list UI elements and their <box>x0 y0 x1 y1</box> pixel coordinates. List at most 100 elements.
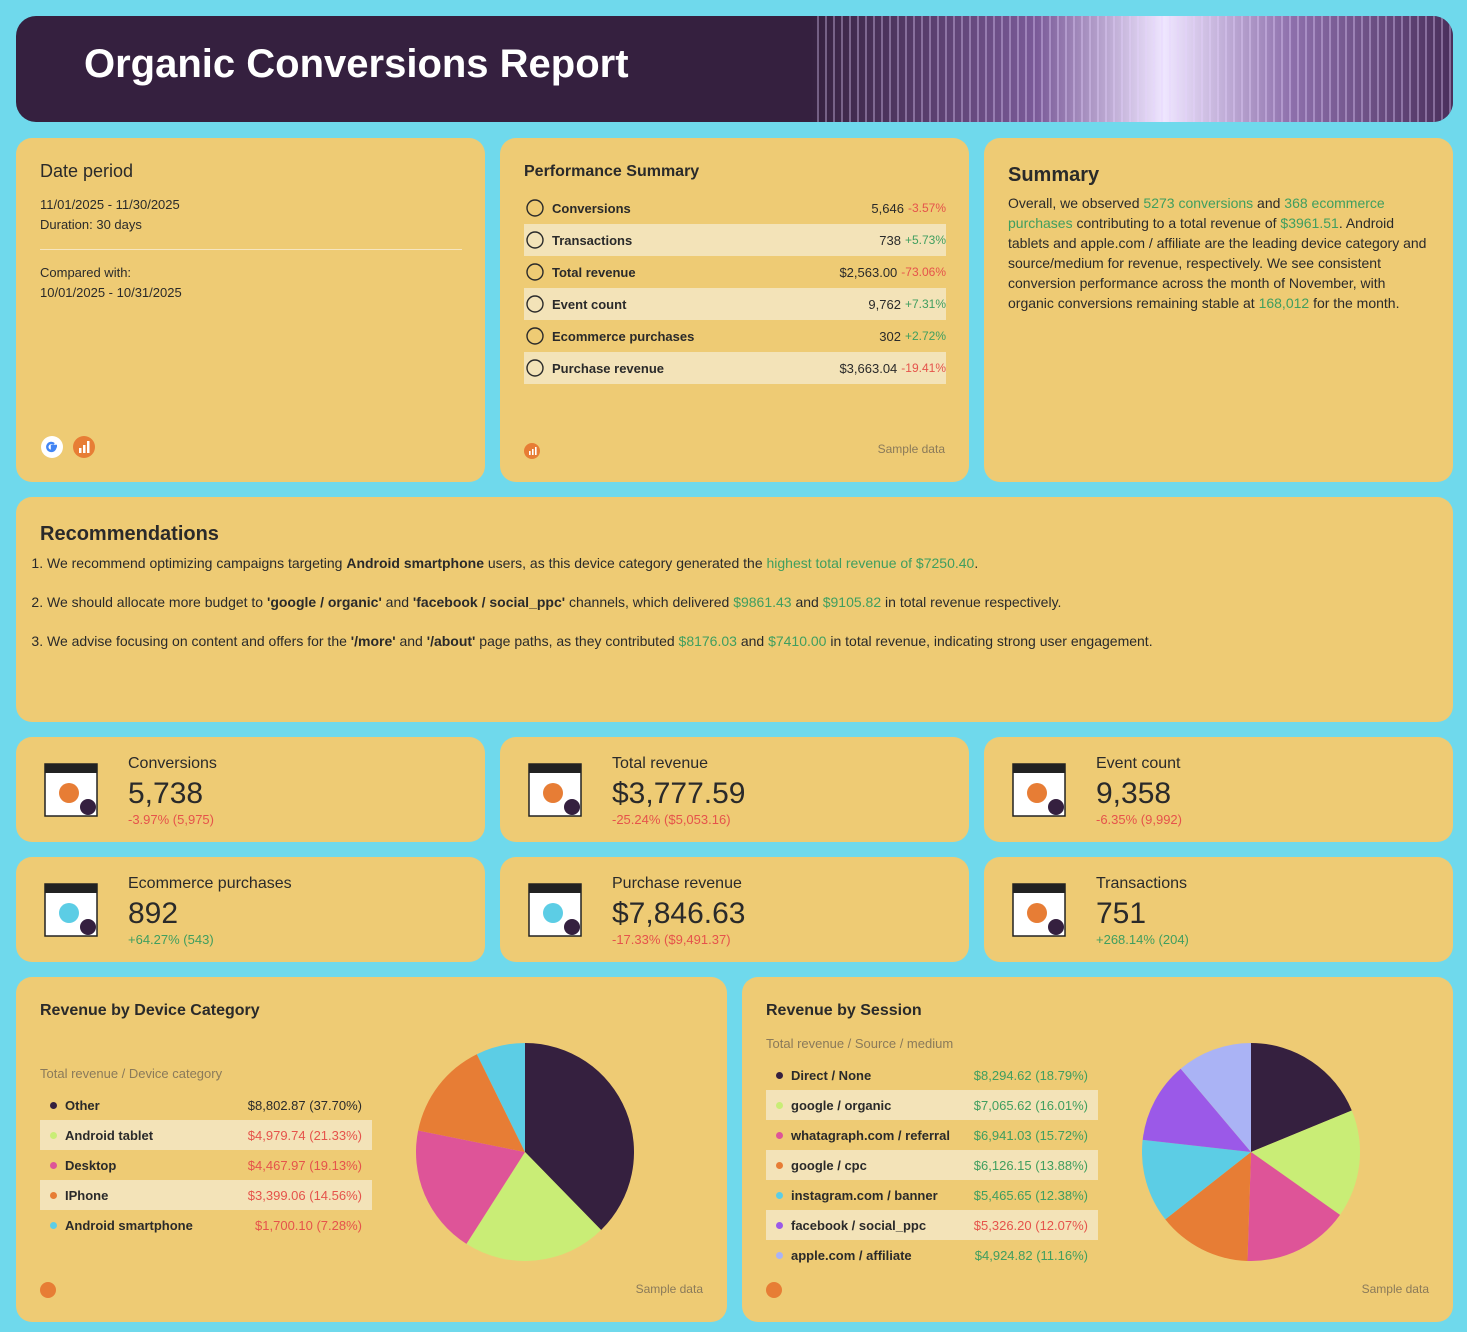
report-title: Organic Conversions Report <box>84 42 629 86</box>
chart-title: Revenue by Device Category <box>40 1002 260 1019</box>
recommendations-card: Recommendations We recommend optimizing … <box>16 497 1453 722</box>
text-segment: highest total revenue of $7250.40 <box>766 555 975 571</box>
compared-range: 10/01/2025 - 10/31/2025 <box>40 285 182 300</box>
kpi-value: 751 <box>1096 897 1147 930</box>
kpi-card: Conversions 5,738 -3.97% (5,975) <box>16 737 485 842</box>
kpi-label: Event count <box>1096 755 1181 772</box>
kpi-card: Event count 9,358 -6.35% (9,992) <box>984 737 1453 842</box>
chart-subtitle: Total revenue / Source / medium <box>766 1036 954 1051</box>
kpi-card: Purchase revenue $7,846.63 -17.33% ($9,491… <box>500 857 969 962</box>
text-segment: We advise focusing on content and offers… <box>47 633 351 649</box>
kpi-change: -3.97% (5,975) <box>128 812 214 827</box>
icon-accent <box>1027 903 1047 923</box>
icon-accent <box>1027 783 1047 803</box>
card-title: Summary <box>1008 164 1100 186</box>
metric-label: Event count <box>552 296 627 312</box>
legend-row: instagram.com / banner $5,465.65 (12.38%) <box>766 1180 1098 1210</box>
legend-label: Android tablet <box>65 1127 154 1143</box>
metric-change: +7.31% <box>904 297 946 311</box>
legend-dot <box>50 1101 57 1109</box>
kpi-value: 9,358 <box>1096 777 1172 810</box>
summary-row: Total revenue $2,563.00 -73.06% <box>524 256 946 288</box>
icon-shape <box>40 1282 56 1298</box>
value-label: $6,126.15 (13.88%) <box>973 1157 1088 1173</box>
text-segment: and <box>1253 195 1285 211</box>
metric-label: Ecommerce purchases <box>552 328 695 344</box>
legend-label: instagram.com / banner <box>791 1187 938 1203</box>
text-segment: We should allocate more budget to <box>47 594 267 610</box>
analytics-icon <box>40 1282 56 1298</box>
value-label: $4,979.74 (21.33%) <box>247 1127 362 1143</box>
metric-change: -19.41% <box>901 361 946 375</box>
value-label: $3,399.06 (14.56%) <box>247 1187 362 1203</box>
legend-label: Other <box>65 1097 100 1113</box>
recommendation: We recommend optimizing campaigns target… <box>47 554 1427 572</box>
text-segment: 'facebook / social_ppc' <box>412 594 566 610</box>
footer-note: Sample data <box>635 1282 703 1296</box>
legend-dot <box>776 1251 783 1259</box>
legend-dot <box>776 1191 783 1199</box>
text-segment: $3961.51 <box>1280 215 1339 231</box>
icon-accent <box>543 903 563 923</box>
metric-label: Transactions <box>552 232 633 248</box>
legend-label: Direct / None <box>791 1067 872 1083</box>
legend-label: google / organic <box>791 1097 892 1113</box>
value-label: $5,326.20 (12.07%) <box>973 1217 1088 1233</box>
icon-badge <box>1048 799 1064 815</box>
header-decoration <box>811 16 1453 122</box>
metric-change: -73.06% <box>901 265 946 279</box>
kpi-card: Ecommerce purchases 892 +64.27% (543) <box>16 857 485 962</box>
text-segment: and <box>395 633 427 649</box>
pie-slice <box>1142 1139 1251 1220</box>
metric-value: 302 <box>879 328 901 344</box>
text-segment: channels, which delivered <box>565 594 734 610</box>
card-title: Performance Summary <box>524 163 700 180</box>
icon-badge <box>564 799 580 815</box>
text-segment: 368 ecommerce purchases <box>1008 195 1385 231</box>
metric-value: 9,762 <box>868 296 901 312</box>
icon-badge <box>564 919 580 935</box>
legend-dot <box>50 1221 57 1229</box>
header: Organic Conversions Report <box>16 16 1453 122</box>
kpi-label: Ecommerce purchases <box>128 875 292 892</box>
legend-dot <box>776 1161 783 1169</box>
summary-row: Event count 9,762 +7.31% <box>524 288 946 320</box>
legend-dot <box>776 1071 783 1079</box>
text-segment: in total revenue, indicating strong user… <box>826 633 1153 649</box>
card-title: Recommendations <box>40 523 219 545</box>
text-segment: We recommend optimizing campaigns target… <box>47 555 347 571</box>
pie-slice <box>525 1043 634 1231</box>
row-icon <box>526 327 544 345</box>
kpi-change: -6.35% (9,992) <box>1096 812 1182 827</box>
chart-card: Revenue by Session Total revenue / Source… <box>742 977 1453 1322</box>
value-label: $4,924.82 (11.16%) <box>974 1247 1088 1263</box>
icon-shape <box>526 263 544 281</box>
text-segment: and <box>736 633 769 649</box>
legend-row: Desktop $4,467.97 (19.13%) <box>40 1150 372 1180</box>
legend-row: apple.com / affiliate $4,924.82 (11.16%) <box>766 1240 1098 1270</box>
legend-row: facebook / social_ppc $5,326.20 (12.07%) <box>766 1210 1098 1240</box>
icon-shape <box>766 1282 782 1298</box>
icon-badge <box>1048 919 1064 935</box>
kpi-label: Total revenue <box>612 755 709 772</box>
value-label: $8,294.62 (18.79%) <box>973 1067 1088 1083</box>
kpi-change: +268.14% (204) <box>1096 932 1189 947</box>
pie-slice <box>1165 1152 1251 1261</box>
icon-bar <box>529 764 581 773</box>
icon-badge <box>80 919 96 935</box>
chart-card: Revenue by Device Category Total revenue … <box>16 977 727 1322</box>
recommendation-list: We recommend optimizing campaigns target… <box>26 554 1427 671</box>
kpi-icon <box>44 883 98 937</box>
legend-label: facebook / social_ppc <box>791 1217 927 1233</box>
chart-title: Revenue by Session <box>766 1002 922 1019</box>
icon-shape <box>526 199 544 217</box>
legend-dot <box>50 1161 57 1169</box>
icon-badge <box>80 799 96 815</box>
legend-label: Android smartphone <box>65 1217 193 1233</box>
analytics-bar <box>83 445 86 453</box>
kpi-label: Purchase revenue <box>612 875 742 892</box>
recommendation: We should allocate more budget to 'googl… <box>47 593 1427 611</box>
summary-row: Purchase revenue $3,663.04 -19.41% <box>524 352 946 384</box>
google-g <box>46 441 57 453</box>
